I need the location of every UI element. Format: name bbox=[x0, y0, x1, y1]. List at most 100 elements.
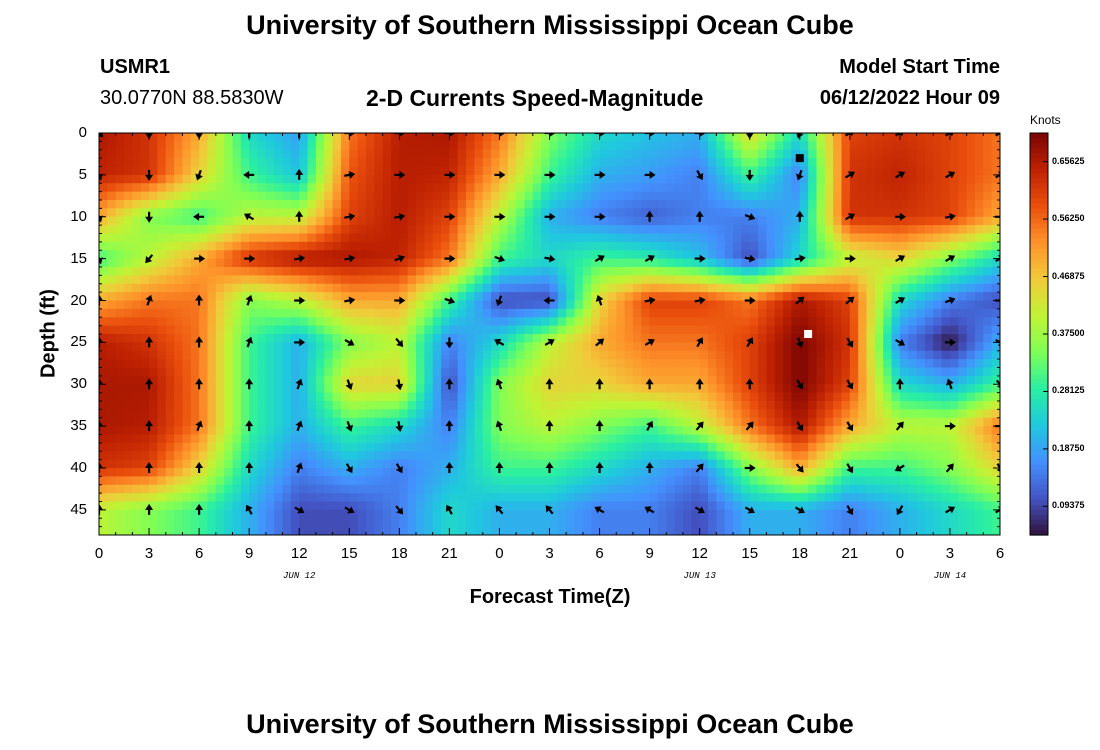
heat-cell bbox=[566, 250, 576, 260]
heat-cell bbox=[974, 308, 984, 318]
heat-cell bbox=[991, 434, 1000, 444]
heat-cell bbox=[624, 250, 634, 260]
heat-cell bbox=[274, 233, 284, 243]
heat-cell bbox=[324, 325, 334, 335]
heat-cell bbox=[849, 401, 859, 410]
heat-cell bbox=[249, 317, 259, 327]
heat-cell bbox=[374, 208, 384, 218]
heat-cell bbox=[666, 200, 676, 209]
heat-cell bbox=[541, 225, 551, 235]
heat-cell bbox=[574, 283, 584, 293]
heat-cell bbox=[282, 275, 292, 285]
heat-cell bbox=[724, 509, 734, 519]
heat-cell bbox=[99, 375, 108, 385]
heat-cell bbox=[390, 401, 400, 410]
heat-cell bbox=[149, 350, 158, 360]
heat-cell bbox=[899, 141, 909, 151]
heat-cell bbox=[99, 183, 108, 193]
heat-cell bbox=[115, 417, 125, 427]
heat-cell bbox=[224, 375, 234, 385]
heat-cell bbox=[766, 342, 776, 352]
heat-cell bbox=[299, 334, 309, 343]
heat-cell bbox=[457, 392, 467, 402]
heat-cell bbox=[516, 308, 526, 318]
heat-cell bbox=[708, 233, 717, 243]
heat-cell bbox=[516, 350, 526, 360]
heat-cell bbox=[324, 342, 334, 352]
heat-cell bbox=[374, 300, 384, 310]
heat-cell bbox=[816, 375, 826, 385]
heat-cell bbox=[174, 350, 184, 360]
heat-cell bbox=[766, 183, 776, 193]
heat-cell bbox=[215, 258, 225, 268]
heat-cell bbox=[349, 183, 359, 193]
heat-cell bbox=[307, 149, 317, 159]
heat-cell bbox=[966, 375, 976, 385]
heat-cell bbox=[140, 367, 150, 377]
heat-cell bbox=[232, 350, 242, 360]
heat-cell bbox=[649, 267, 659, 276]
heat-cell bbox=[240, 283, 250, 293]
heat-cell bbox=[199, 509, 209, 519]
heat-cell bbox=[532, 233, 542, 243]
heat-cell bbox=[607, 468, 617, 477]
heat-cell bbox=[607, 426, 617, 436]
heat-cell bbox=[290, 484, 300, 494]
heat-cell bbox=[532, 250, 542, 260]
heat-cell bbox=[140, 476, 150, 486]
heat-cell bbox=[165, 208, 175, 218]
heat-cell bbox=[149, 417, 158, 427]
heat-cell bbox=[933, 401, 943, 410]
heat-cell bbox=[140, 434, 150, 444]
heat-cell bbox=[224, 308, 234, 318]
heat-cell bbox=[232, 442, 242, 452]
heat-cell bbox=[99, 283, 108, 293]
heat-cell bbox=[424, 426, 434, 436]
heat-cell bbox=[374, 392, 384, 402]
heat-cell bbox=[733, 241, 742, 251]
heat-cell bbox=[457, 225, 467, 235]
heat-cell bbox=[741, 250, 751, 260]
heat-cell bbox=[557, 275, 567, 285]
heat-cell bbox=[390, 141, 400, 151]
heat-cell bbox=[441, 459, 450, 469]
heat-cell bbox=[265, 434, 275, 444]
heat-cell bbox=[290, 250, 300, 260]
heat-cell bbox=[107, 501, 117, 511]
heat-cell bbox=[607, 308, 617, 318]
heat-cell bbox=[349, 334, 359, 343]
heat-cell bbox=[708, 392, 717, 402]
heat-cell bbox=[774, 308, 784, 318]
heat-cell bbox=[758, 208, 767, 218]
heat-cell bbox=[416, 149, 425, 159]
heat-cell bbox=[682, 141, 692, 151]
heat-cell bbox=[516, 451, 526, 461]
heat-cell bbox=[657, 325, 667, 335]
heat-cell bbox=[541, 484, 551, 494]
heat-cell bbox=[941, 501, 951, 511]
heat-cell bbox=[124, 250, 133, 260]
heat-cell bbox=[891, 141, 901, 151]
heat-cell bbox=[616, 442, 626, 452]
heat-cell bbox=[924, 359, 934, 369]
heat-cell bbox=[557, 409, 567, 419]
heat-cell bbox=[474, 267, 484, 276]
heat-cell bbox=[507, 267, 517, 276]
heat-cell bbox=[699, 493, 709, 503]
heat-cell bbox=[733, 384, 742, 394]
heat-cell bbox=[365, 509, 375, 519]
heat-cell bbox=[799, 233, 809, 243]
heat-cell bbox=[758, 191, 767, 201]
heat-cell bbox=[624, 509, 634, 519]
heat-cell bbox=[557, 325, 567, 335]
heat-cell bbox=[616, 241, 626, 251]
heat-cell bbox=[716, 317, 726, 327]
heat-cell bbox=[124, 191, 133, 201]
heat-cell bbox=[374, 350, 384, 360]
heat-cell bbox=[290, 325, 300, 335]
heat-cell bbox=[249, 241, 259, 251]
heat-cell bbox=[708, 275, 717, 285]
heat-cell bbox=[641, 493, 651, 503]
heat-cell bbox=[849, 166, 859, 176]
heat-cell bbox=[591, 133, 601, 142]
